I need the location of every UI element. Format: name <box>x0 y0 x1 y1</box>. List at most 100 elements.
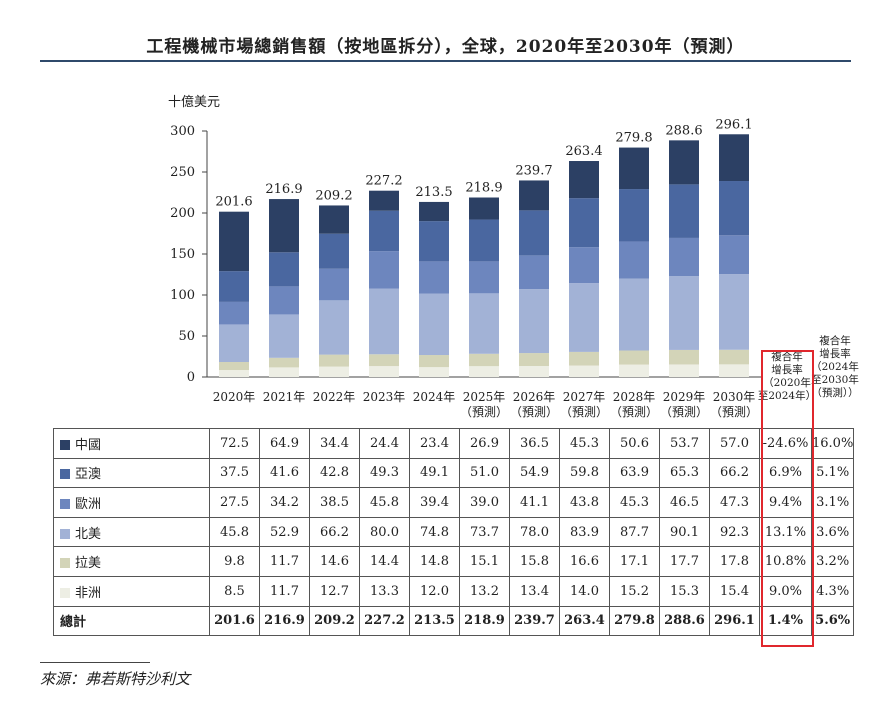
bar-segment-非洲 <box>269 367 299 377</box>
table-cell: 9.8 <box>209 546 260 577</box>
table-cell: 15.4 <box>709 575 760 607</box>
bar-total-label: 218.9 <box>465 181 502 196</box>
bar-total-label: 279.8 <box>615 131 652 146</box>
table-cell: 14.4 <box>359 546 410 577</box>
table-cell: 66.2 <box>309 516 360 548</box>
bar-segment-亞澳 <box>319 233 349 269</box>
table-cell: 5.1% <box>810 457 855 489</box>
table-cell: 213.5 <box>409 605 460 637</box>
bar-segment-非洲 <box>369 366 399 377</box>
table-cell: 26.9 <box>459 428 510 459</box>
bar-segment-中國 <box>669 140 699 185</box>
bar-segment-歐洲 <box>469 261 499 294</box>
x-tick-label: 2029年 <box>663 390 706 404</box>
bar-total-label: 209.2 <box>315 188 352 203</box>
bar-segment-歐洲 <box>269 286 299 315</box>
table-cell: 239.7 <box>509 605 560 637</box>
y-tick-label: 300 <box>170 124 195 139</box>
bar-segment-亞澳 <box>519 210 549 256</box>
cagr-header-label: （預測）） <box>811 386 858 399</box>
bar-segment-非洲 <box>469 366 499 377</box>
bar-segment-中國 <box>369 190 399 211</box>
table-cell: 3.1% <box>810 487 855 518</box>
table-cell: 78.0 <box>509 516 560 548</box>
bar-segment-歐洲 <box>619 241 649 279</box>
table-cell: 87.7 <box>609 516 660 548</box>
table-cell: 12.0 <box>409 575 460 607</box>
bar-segment-亞澳 <box>619 189 649 242</box>
x-tick-label: （預測） <box>460 405 508 419</box>
table-cell: 16.0% <box>810 428 855 459</box>
x-tick-label: （預測） <box>510 405 558 419</box>
bar-segment-北美 <box>619 278 649 351</box>
bar-total-label: 239.7 <box>515 163 552 178</box>
chart-title: 工程機械市場總銷售額（按地區拆分），全球，2020年至2030年（預測） <box>146 37 745 57</box>
table-cell: 209.2 <box>309 605 360 637</box>
table-row: 亞澳 37.5 41.6 42.8 49.3 49.1 51.0 54.9 59.8 63.9 65… <box>53 457 855 489</box>
table-cell: 11.7 <box>259 575 310 607</box>
data-table: 中國 72.5 64.9 34.4 24.4 23.4 26.9 36.5 45.3 50.6 53… <box>53 428 855 637</box>
y-tick-label: 200 <box>170 206 195 221</box>
x-tick-label: 2023年 <box>363 390 406 404</box>
row-header: 非洲 <box>53 575 210 607</box>
bar-segment-中國 <box>219 211 249 272</box>
title-divider <box>40 60 851 62</box>
bar-segment-北美 <box>319 300 349 355</box>
bar-total-label: 201.6 <box>215 195 252 210</box>
bar-segment-非洲 <box>419 367 449 377</box>
table-cell: 39.0 <box>459 487 510 518</box>
x-tick-label: 2021年 <box>263 390 306 404</box>
bar-segment-亞澳 <box>269 252 299 287</box>
table-cell: 288.6 <box>659 605 710 637</box>
table-cell: 45.8 <box>359 487 410 518</box>
bar-segment-拉美 <box>669 349 699 365</box>
table-cell: 73.7 <box>459 516 510 548</box>
x-tick-label: 2022年 <box>313 390 356 404</box>
row-label: 總計 <box>60 615 87 631</box>
table-cell: 45.3 <box>559 428 610 459</box>
bar-segment-中國 <box>569 161 599 199</box>
bar-segment-拉美 <box>519 353 549 367</box>
table-cell: 14.8 <box>409 546 460 577</box>
table-row: 非洲 8.5 11.7 12.7 13.3 12.0 13.2 13.4 14.0 15.2 15.… <box>53 575 855 607</box>
table-cell: 16.6 <box>559 546 610 577</box>
table-row: 歐洲 27.5 34.2 38.5 45.8 39.4 39.0 41.1 43.8 45.3 46… <box>53 487 855 518</box>
bar-segment-北美 <box>569 283 599 352</box>
table-cell: 42.8 <box>309 457 360 489</box>
x-tick-label: 2020年 <box>213 390 256 404</box>
table-cell: 63.9 <box>609 457 660 489</box>
bar-segment-北美 <box>719 274 749 350</box>
table-cell: 34.2 <box>259 487 310 518</box>
bar-segment-亞澳 <box>419 221 449 262</box>
bar-segment-中國 <box>619 147 649 190</box>
bar-segment-亞澳 <box>219 271 249 302</box>
table-cell: 14.0 <box>559 575 610 607</box>
bar-segment-歐洲 <box>369 251 399 289</box>
bar-segment-中國 <box>319 205 349 234</box>
bar-segment-北美 <box>519 289 549 354</box>
table-cell: 64.9 <box>259 428 310 459</box>
cagr-header-label: 至2024年） <box>758 389 816 402</box>
bar-segment-非洲 <box>719 364 749 377</box>
table-cell: 66.2 <box>709 457 760 489</box>
row-header: 北美 <box>53 516 210 548</box>
table-cell: 15.3 <box>659 575 710 607</box>
bar-segment-北美 <box>669 276 699 350</box>
table-row: 北美 45.8 52.9 66.2 80.0 74.8 73.7 78.0 83.9 87.7 90… <box>53 516 855 548</box>
legend-swatch <box>60 528 70 539</box>
bar-segment-拉美 <box>319 354 349 367</box>
row-header: 拉美 <box>53 546 210 577</box>
bar-segment-非洲 <box>619 364 649 377</box>
table-cell: -24.6% <box>759 428 812 459</box>
table-cell: 3.2% <box>810 546 855 577</box>
bar-segment-拉美 <box>369 354 399 367</box>
table-cell: 37.5 <box>209 457 260 489</box>
x-tick-label: 2026年 <box>513 390 556 404</box>
table-cell: 41.1 <box>509 487 560 518</box>
table-cell: 27.5 <box>209 487 260 518</box>
table-cell: 92.3 <box>709 516 760 548</box>
x-tick-label: 2030年 <box>713 390 756 404</box>
bar-segment-非洲 <box>519 366 549 377</box>
bar-total-label: 288.6 <box>665 123 702 138</box>
table-cell: 65.3 <box>659 457 710 489</box>
